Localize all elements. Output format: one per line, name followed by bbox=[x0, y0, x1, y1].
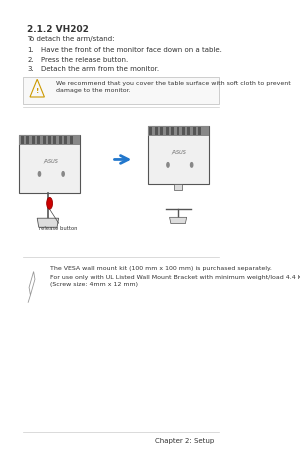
Circle shape bbox=[62, 172, 64, 177]
FancyBboxPatch shape bbox=[171, 128, 174, 135]
FancyBboxPatch shape bbox=[149, 128, 152, 135]
Text: 2.1.2 VH202: 2.1.2 VH202 bbox=[27, 25, 89, 34]
FancyBboxPatch shape bbox=[19, 135, 80, 194]
Circle shape bbox=[47, 198, 52, 210]
FancyBboxPatch shape bbox=[155, 128, 158, 135]
Text: !: ! bbox=[36, 88, 39, 94]
FancyBboxPatch shape bbox=[182, 128, 185, 135]
FancyBboxPatch shape bbox=[198, 128, 201, 135]
FancyBboxPatch shape bbox=[166, 128, 169, 135]
Text: We recommend that you cover the table surface with soft cloth to prevent
damage : We recommend that you cover the table su… bbox=[56, 81, 291, 93]
FancyBboxPatch shape bbox=[188, 128, 190, 135]
Text: Have the front of the monitor face down on a table.: Have the front of the monitor face down … bbox=[40, 47, 221, 53]
FancyBboxPatch shape bbox=[32, 137, 35, 144]
FancyBboxPatch shape bbox=[148, 126, 208, 136]
Text: /ASUS: /ASUS bbox=[172, 149, 187, 155]
FancyBboxPatch shape bbox=[21, 137, 24, 144]
Text: 1.: 1. bbox=[27, 47, 34, 53]
FancyBboxPatch shape bbox=[22, 78, 219, 105]
FancyBboxPatch shape bbox=[174, 185, 182, 190]
Text: /ASUS: /ASUS bbox=[43, 158, 58, 164]
FancyBboxPatch shape bbox=[43, 137, 46, 144]
Circle shape bbox=[167, 163, 169, 168]
Text: The VESA wall mount kit (100 mm x 100 mm) is purchased separately.: The VESA wall mount kit (100 mm x 100 mm… bbox=[50, 265, 272, 270]
FancyBboxPatch shape bbox=[148, 126, 208, 185]
Text: For use only with UL Listed Wall Mount Bracket with minimum weight/load 4.4 Kg
(: For use only with UL Listed Wall Mount B… bbox=[50, 274, 300, 286]
FancyBboxPatch shape bbox=[193, 128, 196, 135]
Text: To detach the arm/stand:: To detach the arm/stand: bbox=[27, 36, 115, 42]
Text: Press the release button.: Press the release button. bbox=[40, 56, 128, 62]
Circle shape bbox=[190, 163, 193, 168]
Polygon shape bbox=[169, 218, 187, 224]
Text: Chapter 2: Setup: Chapter 2: Setup bbox=[155, 437, 214, 443]
FancyBboxPatch shape bbox=[26, 137, 29, 144]
FancyBboxPatch shape bbox=[160, 128, 163, 135]
FancyBboxPatch shape bbox=[70, 137, 73, 144]
Circle shape bbox=[38, 172, 40, 177]
Text: Detach the arm from the monitor.: Detach the arm from the monitor. bbox=[40, 65, 159, 71]
Text: release button: release button bbox=[39, 226, 78, 230]
FancyBboxPatch shape bbox=[37, 137, 40, 144]
FancyBboxPatch shape bbox=[19, 135, 80, 145]
Polygon shape bbox=[37, 219, 58, 228]
Text: 3.: 3. bbox=[27, 65, 34, 71]
FancyBboxPatch shape bbox=[176, 128, 179, 135]
FancyBboxPatch shape bbox=[59, 137, 62, 144]
Text: 2.: 2. bbox=[27, 56, 34, 62]
FancyBboxPatch shape bbox=[64, 137, 67, 144]
FancyBboxPatch shape bbox=[48, 137, 51, 144]
FancyBboxPatch shape bbox=[53, 137, 56, 144]
